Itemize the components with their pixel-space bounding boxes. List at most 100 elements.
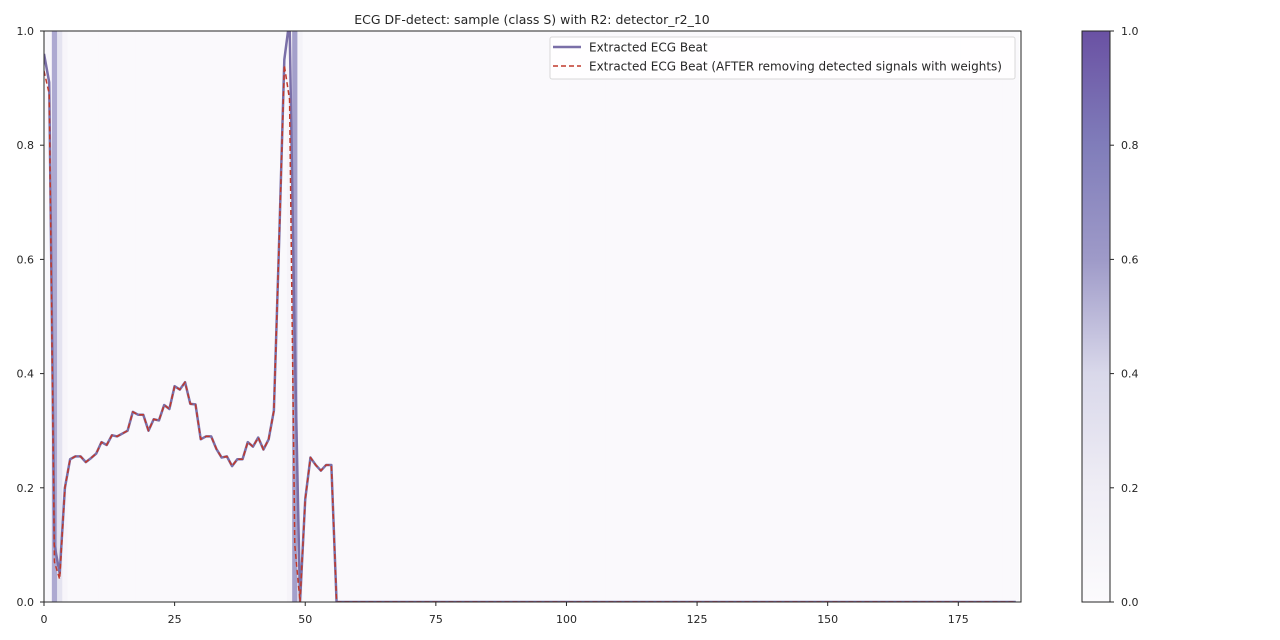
- heatmap-band: [328, 31, 335, 602]
- heatmap-band: [553, 31, 560, 602]
- heatmap-band: [605, 31, 612, 602]
- heatmap-band: [281, 31, 288, 602]
- heatmap-band: [971, 31, 978, 602]
- heatmap-band: [344, 31, 351, 602]
- heatmap-band: [1013, 31, 1019, 602]
- heatmap-band: [751, 31, 758, 602]
- heatmap-band: [804, 31, 811, 602]
- heatmap-band: [626, 31, 633, 602]
- heatmap-band: [569, 31, 575, 602]
- heatmap-band: [140, 31, 147, 602]
- heatmap-band: [506, 31, 513, 602]
- heatmap-band: [636, 31, 643, 602]
- heatmap-band: [417, 31, 424, 602]
- plot-frame: [43, 30, 1022, 603]
- heatmap-band: [866, 31, 873, 602]
- heatmap-band: [428, 31, 434, 602]
- heatmap-band: [819, 31, 826, 602]
- heatmap-band: [459, 31, 466, 602]
- heatmap-band: [882, 31, 889, 602]
- legend-label-after-removal: Extracted ECG Beat (AFTER removing detec…: [589, 60, 1002, 74]
- heatmap-band: [548, 31, 554, 602]
- heatmap-band: [919, 31, 925, 602]
- x-tick-label: 75: [429, 613, 443, 626]
- heatmap-band: [657, 31, 664, 602]
- heatmap-band: [678, 31, 685, 602]
- heatmap-band: [245, 31, 251, 602]
- heatmap-band: [715, 31, 722, 602]
- heatmap-band: [166, 31, 173, 602]
- x-tick-label: 125: [687, 613, 708, 626]
- heatmap-band: [62, 31, 69, 602]
- heatmap-band: [788, 31, 795, 602]
- heatmap-band: [51, 31, 58, 602]
- heatmap-band: [913, 31, 920, 602]
- colorbar-frame: [1081, 30, 1111, 603]
- heatmap-band: [960, 31, 967, 602]
- heatmap-band: [616, 31, 622, 602]
- heatmap-band: [793, 31, 800, 602]
- heatmap-band: [981, 31, 988, 602]
- heatmap-band: [845, 31, 852, 602]
- heatmap-band: [239, 31, 246, 602]
- heatmap-band: [151, 31, 157, 602]
- heatmap-band: [892, 31, 899, 602]
- heatmap-band: [704, 31, 711, 602]
- heatmap-band: [501, 31, 507, 602]
- heatmap-band: [809, 31, 816, 602]
- heatmap-band: [668, 31, 675, 602]
- heatmap-band: [318, 31, 325, 602]
- heatmap-band: [219, 31, 225, 602]
- heatmap-band: [579, 31, 586, 602]
- heatmap-band: [642, 31, 649, 602]
- chart-title: ECG DF-detect: sample (class S) with R2:…: [354, 12, 710, 27]
- weight-heatmap: [44, 31, 1019, 602]
- heatmap-band: [271, 31, 278, 602]
- heatmap-band: [595, 31, 602, 602]
- legend: Extracted ECG Beat Extracted ECG Beat (A…: [549, 36, 1016, 80]
- heatmap-band: [438, 31, 445, 602]
- heatmap-band: [783, 31, 790, 602]
- heatmap-band: [266, 31, 272, 602]
- heatmap-band: [511, 31, 518, 602]
- heatmap-band: [401, 31, 408, 602]
- legend-label-extracted: Extracted ECG Beat: [589, 41, 708, 55]
- colorbar-axis: 0.0 0.2 0.4 0.6 0.8 1.0: [1110, 25, 1139, 609]
- heatmap-band: [130, 31, 137, 602]
- heatmap-band: [992, 31, 999, 602]
- heatmap-band: [757, 31, 763, 602]
- heatmap-band: [297, 31, 304, 602]
- heatmap-band: [736, 31, 743, 602]
- heatmap-band: [370, 31, 377, 602]
- heatmap-band: [527, 31, 534, 602]
- heatmap-band: [825, 31, 831, 602]
- y-tick-label: 0.2: [17, 482, 35, 495]
- heatmap-band: [135, 31, 142, 602]
- heatmap-band: [872, 31, 878, 602]
- heatmap-band: [877, 31, 884, 602]
- heatmap-band: [542, 31, 549, 602]
- colorbar-tick-label: 1.0: [1121, 25, 1139, 38]
- heatmap-band: [558, 31, 565, 602]
- heatmap-band: [454, 31, 460, 602]
- heatmap-band: [391, 31, 398, 602]
- heatmap-band: [354, 31, 361, 602]
- heatmap-band: [333, 31, 340, 602]
- colorbar-tick-label: 0.2: [1121, 482, 1139, 495]
- heatmap-band: [929, 31, 936, 602]
- colorbar-tick-label: 0.4: [1121, 368, 1139, 381]
- heatmap-band: [182, 31, 189, 602]
- heatmap-band: [172, 31, 178, 602]
- heatmap-band: [856, 31, 863, 602]
- heatmap-band: [109, 31, 116, 602]
- heatmap-band: [412, 31, 419, 602]
- heatmap-band: [208, 31, 215, 602]
- heatmap-band: [213, 31, 220, 602]
- heatmap-band: [224, 31, 231, 602]
- heatmap-band: [67, 31, 74, 602]
- heatmap-band: [495, 31, 502, 602]
- heatmap-band: [537, 31, 544, 602]
- heatmap-band: [302, 31, 309, 602]
- y-tick-label: 1.0: [17, 25, 35, 38]
- colorbar-tick-label: 0.6: [1121, 253, 1139, 266]
